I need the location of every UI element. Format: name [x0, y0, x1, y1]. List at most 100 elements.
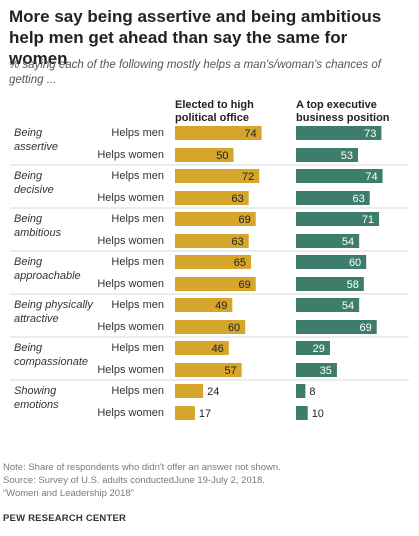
data-label: 71 — [362, 214, 374, 226]
data-label: 63 — [231, 193, 243, 205]
data-label: 10 — [312, 408, 324, 420]
footer-source: Source: Survey of U.S. adults conductedJ… — [3, 475, 265, 486]
category-label: ambitious — [14, 227, 62, 239]
data-label: 17 — [199, 408, 211, 420]
bar-business — [296, 320, 377, 334]
bar-political — [175, 255, 252, 269]
data-label: 74 — [365, 171, 377, 183]
footer-report: “Women and Leadership 2018” — [3, 488, 134, 499]
row-label: Helps women — [97, 192, 164, 204]
category-label: Being — [14, 127, 43, 139]
category-label: assertive — [14, 141, 58, 153]
bar-political — [175, 191, 249, 205]
category-label: Being — [14, 342, 43, 354]
group-3: Being approachable Helps men 65 60 Helps wome… — [10, 255, 409, 295]
row-label: Helps women — [97, 278, 164, 290]
category-label: Being physically — [14, 299, 94, 311]
bar-business — [296, 341, 330, 355]
group-4: Being physically attractive Helps men 49 54 H… — [10, 298, 409, 338]
data-label: 69 — [238, 214, 250, 226]
group-2: Being ambitious Helps men 69 71 Helps women 63… — [10, 212, 409, 252]
data-label: 8 — [309, 386, 315, 398]
column-header-business: A top executive business position — [296, 99, 390, 124]
data-label: 57 — [224, 365, 236, 377]
data-label: 49 — [215, 300, 227, 312]
data-label: 46 — [212, 343, 224, 355]
bar-business — [296, 169, 383, 183]
category-label: decisive — [14, 184, 54, 196]
bar-business — [296, 363, 337, 377]
chart-title: More say being assertive and being ambit… — [9, 7, 382, 68]
data-label: 58 — [347, 279, 359, 291]
bar-business — [296, 255, 367, 269]
category-label: approachable — [14, 270, 81, 282]
category-label: Showing — [14, 385, 57, 397]
bar-business — [296, 212, 380, 226]
data-label: 54 — [342, 236, 354, 248]
group-5: Being compassionate Helps men 46 29 Helps wom… — [10, 341, 409, 381]
data-label: 63 — [352, 193, 364, 205]
chart-subtitle: % saying each of the following mostly he… — [9, 59, 381, 86]
data-label: 29 — [313, 343, 325, 355]
category-label: emotions — [14, 399, 59, 411]
row-label: Helps women — [97, 407, 164, 419]
category-label: Being — [14, 256, 43, 268]
pew-research-center-logo: PEW RESEARCH CENTER — [3, 513, 127, 524]
bar-political — [175, 298, 233, 312]
bar-political — [175, 277, 256, 291]
data-label: 54 — [342, 300, 354, 312]
bar-political — [175, 384, 204, 398]
category-label: Being — [14, 213, 43, 225]
data-label: 35 — [320, 365, 332, 377]
row-label: Helps men — [111, 256, 164, 268]
bar-business — [296, 148, 359, 162]
group-0: Being assertive Helps men 74 73 Helps women 50… — [10, 126, 409, 166]
bar-political — [175, 363, 242, 377]
data-label: 53 — [341, 150, 353, 162]
bar-business — [296, 384, 306, 398]
footer-note: Note: Share of respondents who didn't of… — [3, 462, 281, 473]
column-header-political: Elected to high political office — [175, 99, 254, 124]
bar-political — [175, 169, 260, 183]
bar-political — [175, 406, 195, 420]
row-label: Helps women — [97, 235, 164, 247]
data-label: 73 — [364, 128, 376, 140]
data-label: 60 — [228, 322, 240, 334]
row-label: Helps men — [111, 385, 164, 397]
bar-political — [175, 126, 262, 140]
data-label: 69 — [359, 322, 371, 334]
row-label: Helps men — [111, 170, 164, 182]
category-label: compassionate — [14, 356, 88, 368]
bar-political — [175, 212, 256, 226]
data-label: 50 — [216, 150, 228, 162]
bar-political — [175, 148, 234, 162]
bar-business — [296, 234, 360, 248]
bar-business — [296, 277, 364, 291]
row-label: Helps women — [97, 364, 164, 376]
row-label: Helps women — [97, 321, 164, 333]
bar-business — [296, 298, 360, 312]
row-label: Helps men — [111, 127, 164, 139]
data-label: 63 — [231, 236, 243, 248]
data-label: 24 — [207, 386, 219, 398]
category-label: Being — [14, 170, 43, 182]
row-label: Helps men — [111, 299, 164, 311]
bar-political — [175, 234, 249, 248]
bar-political — [175, 320, 246, 334]
data-label: 60 — [349, 257, 361, 269]
group-1: Being decisive Helps men 72 74 Helps women 63 6… — [10, 169, 409, 209]
bar-business — [296, 191, 370, 205]
data-label: 65 — [234, 257, 246, 269]
category-label: attractive — [14, 313, 59, 325]
group-6: Showing emotions Helps men 24 8 Helps women 17… — [14, 384, 324, 420]
bar-political — [175, 341, 229, 355]
data-label: 72 — [242, 171, 254, 183]
data-label: 74 — [244, 128, 256, 140]
row-label: Helps men — [111, 342, 164, 354]
row-label: Helps women — [97, 149, 164, 161]
data-label: 69 — [238, 279, 250, 291]
bar-business — [296, 126, 382, 140]
row-label: Helps men — [111, 213, 164, 225]
chart-area: Being assertive Helps men 74 73 Helps women 50… — [10, 126, 409, 420]
bar-business — [296, 406, 308, 420]
